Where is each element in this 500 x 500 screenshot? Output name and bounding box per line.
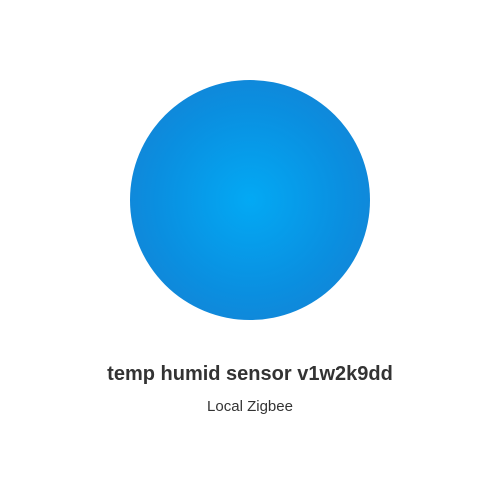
device-circle-icon: [130, 80, 370, 320]
device-protocol-label: Local Zigbee: [207, 398, 293, 415]
device-name: temp humid sensor v1w2k9dd: [107, 363, 393, 385]
